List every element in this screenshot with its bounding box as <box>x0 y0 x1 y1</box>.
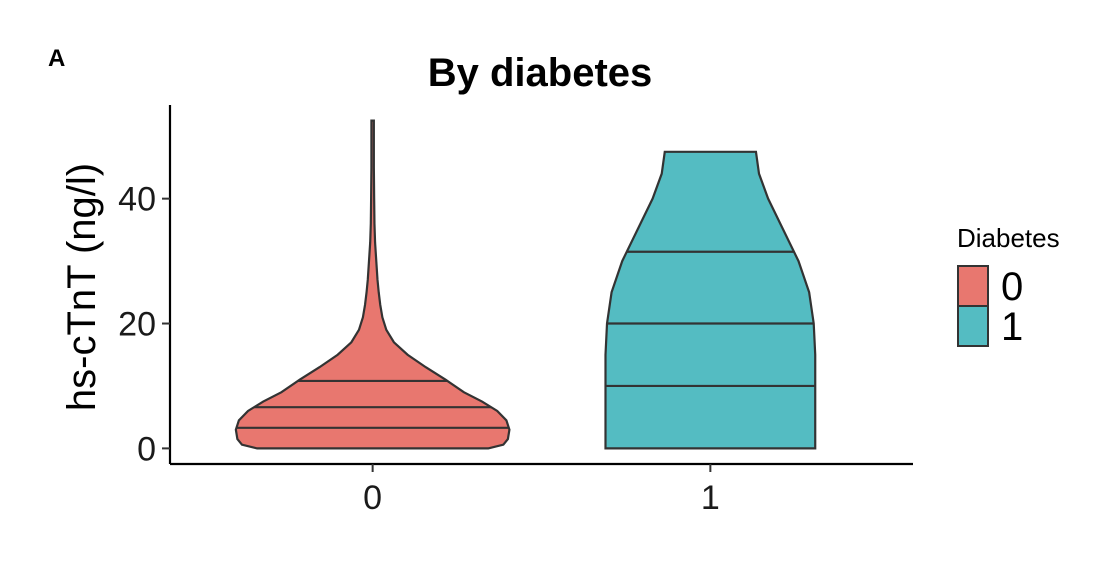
y-tick-label-0: 0 <box>137 430 156 468</box>
legend-items: 01 <box>957 265 1023 349</box>
violins-group <box>234 119 817 450</box>
violin-0 <box>234 119 511 450</box>
legend-key-0 <box>957 265 989 307</box>
violin-1 <box>604 150 817 450</box>
y-tick-label-40: 40 <box>118 181 156 219</box>
chart-title: By diabetes <box>428 51 653 95</box>
y-axis-title: hs-cTnT (ng/l) <box>60 163 104 411</box>
legend: Diabetes 01 <box>957 223 1060 349</box>
legend-label-1: 1 <box>1001 305 1023 349</box>
y-tick-label-20: 20 <box>118 306 156 344</box>
x-tick-label-0: 0 <box>363 479 382 517</box>
legend-key-1 <box>957 305 989 347</box>
axes-group: 0 20 40 0 1 <box>118 105 913 517</box>
legend-title: Diabetes <box>957 223 1060 253</box>
panel-label: A <box>48 45 65 72</box>
x-tick-label-1: 1 <box>701 479 720 517</box>
legend-label-0: 0 <box>1001 265 1023 309</box>
